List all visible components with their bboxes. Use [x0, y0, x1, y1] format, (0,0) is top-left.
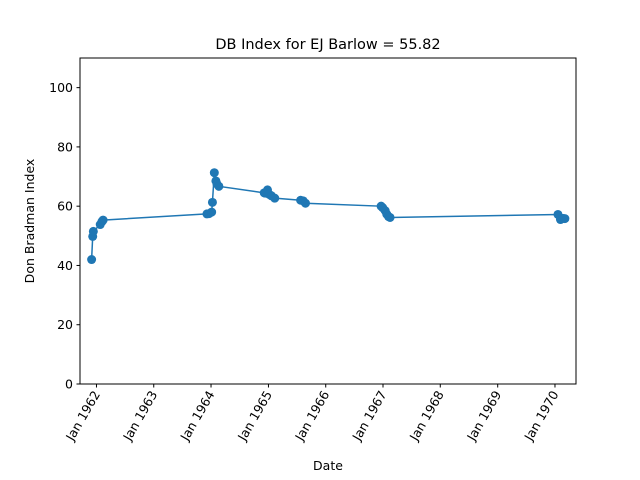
data-point — [98, 215, 108, 225]
y-tick-label: 0 — [65, 377, 73, 392]
y-tick-label: 100 — [49, 80, 73, 95]
y-axis-label: Don Bradman Index — [22, 159, 37, 284]
x-axis: Jan 1962 Jan 1963 Jan 1964 Jan 1965 Jan 1966… — [62, 384, 562, 444]
x-tick-label: Jan 1965 — [234, 388, 275, 444]
data-point — [270, 193, 280, 203]
x-tick-label: Jan 1962 — [62, 388, 103, 444]
chart-title: DB Index for EJ Barlow = 55.82 — [215, 37, 440, 53]
data-point — [560, 214, 570, 224]
data-point — [87, 255, 97, 265]
data-point — [209, 168, 219, 178]
plot-frame — [79, 57, 577, 385]
x-tick-label: Jan 1964 — [177, 388, 218, 444]
x-tick-label: Jan 1963 — [119, 388, 160, 444]
x-tick-label: Jan 1968 — [406, 388, 447, 444]
data-point — [385, 212, 395, 222]
y-tick-label: 20 — [57, 317, 73, 332]
data-point — [207, 207, 217, 217]
data-point — [88, 226, 98, 236]
y-tick-label: 80 — [57, 139, 73, 154]
data-point — [300, 198, 310, 208]
plot-area — [87, 168, 570, 265]
series-line — [90, 172, 565, 260]
x-tick-label: Jan 1967 — [349, 388, 390, 444]
x-tick-label: Jan 1969 — [463, 388, 504, 444]
x-tick-label: Jan 1970 — [521, 388, 562, 444]
y-tick-label: 60 — [57, 199, 73, 214]
x-tick-label: Jan 1966 — [291, 388, 332, 444]
data-point — [214, 181, 224, 191]
data-point — [207, 197, 217, 207]
y-tick-label: 40 — [57, 258, 73, 273]
x-axis-label: Date — [313, 458, 343, 473]
y-axis: 0 20 40 60 80 100 — [49, 80, 80, 392]
